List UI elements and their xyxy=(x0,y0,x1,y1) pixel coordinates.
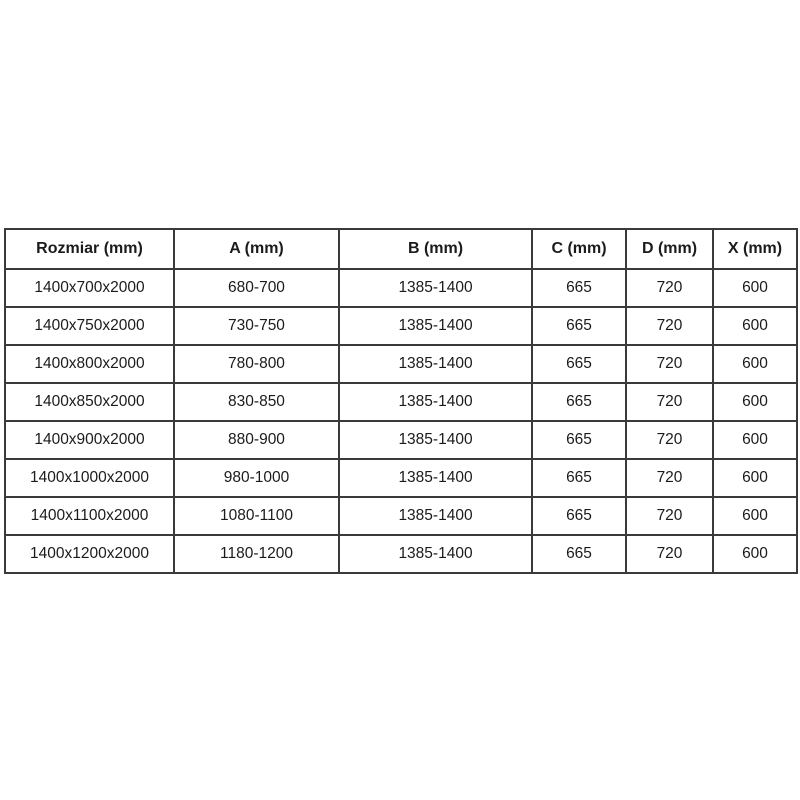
table-cell: 1400x800x2000 xyxy=(4,344,175,384)
table-body: 1400x700x2000 680-700 1385-1400 665 720 … xyxy=(4,268,798,574)
table-cell: 600 xyxy=(712,268,798,308)
table-cell: 1400x900x2000 xyxy=(4,420,175,460)
table-cell: 600 xyxy=(712,420,798,460)
table-cell: 665 xyxy=(531,344,627,384)
table-cell: 600 xyxy=(712,382,798,422)
table-cell: 720 xyxy=(625,420,714,460)
column-header-rozmiar: Rozmiar (mm) xyxy=(4,228,175,270)
table-cell: 720 xyxy=(625,268,714,308)
size-specification-table: Rozmiar (mm) A (mm) B (mm) C (mm) D (mm)… xyxy=(4,228,798,574)
table-cell: 600 xyxy=(712,496,798,536)
table-cell: 600 xyxy=(712,306,798,346)
table-cell: 980-1000 xyxy=(173,458,340,498)
table-row: 1400x1200x2000 1180-1200 1385-1400 665 7… xyxy=(4,534,798,574)
table-cell: 1385-1400 xyxy=(338,534,533,574)
table-cell: 665 xyxy=(531,268,627,308)
table-cell: 1385-1400 xyxy=(338,458,533,498)
table-cell: 1385-1400 xyxy=(338,306,533,346)
table-row: 1400x850x2000 830-850 1385-1400 665 720 … xyxy=(4,382,798,422)
table-cell: 1180-1200 xyxy=(173,534,340,574)
table-row: 1400x1000x2000 980-1000 1385-1400 665 72… xyxy=(4,458,798,498)
table-cell: 665 xyxy=(531,534,627,574)
column-header-d: D (mm) xyxy=(625,228,714,270)
table-cell: 665 xyxy=(531,382,627,422)
header-row: Rozmiar (mm) A (mm) B (mm) C (mm) D (mm)… xyxy=(4,228,798,270)
table-cell: 1385-1400 xyxy=(338,420,533,460)
table-cell: 665 xyxy=(531,420,627,460)
table-cell: 720 xyxy=(625,344,714,384)
table-cell: 1385-1400 xyxy=(338,496,533,536)
table-cell: 720 xyxy=(625,458,714,498)
table-cell: 1400x1100x2000 xyxy=(4,496,175,536)
column-header-a: A (mm) xyxy=(173,228,340,270)
table-row: 1400x750x2000 730-750 1385-1400 665 720 … xyxy=(4,306,798,346)
column-header-b: B (mm) xyxy=(338,228,533,270)
table-cell: 1400x1000x2000 xyxy=(4,458,175,498)
table-cell: 1400x850x2000 xyxy=(4,382,175,422)
table-cell: 720 xyxy=(625,306,714,346)
table-cell: 780-800 xyxy=(173,344,340,384)
table-cell: 665 xyxy=(531,496,627,536)
table-cell: 680-700 xyxy=(173,268,340,308)
table-cell: 720 xyxy=(625,382,714,422)
table-cell: 1385-1400 xyxy=(338,382,533,422)
table-cell: 600 xyxy=(712,344,798,384)
table-cell: 1400x1200x2000 xyxy=(4,534,175,574)
table-cell: 1385-1400 xyxy=(338,344,533,384)
table-cell: 600 xyxy=(712,534,798,574)
column-header-c: C (mm) xyxy=(531,228,627,270)
table-cell: 730-750 xyxy=(173,306,340,346)
table-cell: 665 xyxy=(531,458,627,498)
table-header: Rozmiar (mm) A (mm) B (mm) C (mm) D (mm)… xyxy=(4,228,798,270)
table-cell: 720 xyxy=(625,534,714,574)
table-cell: 1385-1400 xyxy=(338,268,533,308)
table-cell: 1400x750x2000 xyxy=(4,306,175,346)
table-row: 1400x900x2000 880-900 1385-1400 665 720 … xyxy=(4,420,798,460)
table-row: 1400x700x2000 680-700 1385-1400 665 720 … xyxy=(4,268,798,308)
column-header-x: X (mm) xyxy=(712,228,798,270)
table-cell: 1080-1100 xyxy=(173,496,340,536)
table-cell: 830-850 xyxy=(173,382,340,422)
table-cell: 880-900 xyxy=(173,420,340,460)
table-cell: 1400x700x2000 xyxy=(4,268,175,308)
table-row: 1400x1100x2000 1080-1100 1385-1400 665 7… xyxy=(4,496,798,536)
table-cell: 720 xyxy=(625,496,714,536)
table-cell: 665 xyxy=(531,306,627,346)
table-cell: 600 xyxy=(712,458,798,498)
table-row: 1400x800x2000 780-800 1385-1400 665 720 … xyxy=(4,344,798,384)
